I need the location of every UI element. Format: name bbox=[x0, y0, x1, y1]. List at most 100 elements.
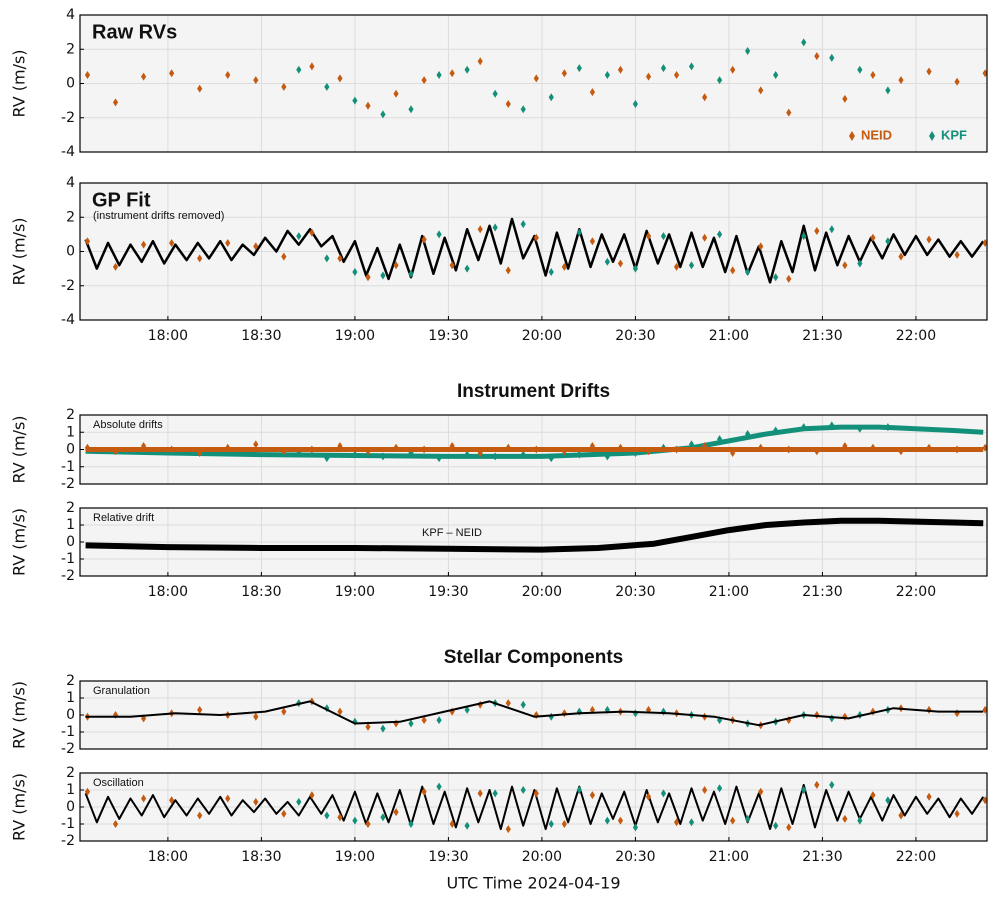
point bbox=[814, 226, 820, 235]
point bbox=[140, 240, 147, 249]
point bbox=[758, 242, 764, 251]
x-tick-label: 19:00 bbox=[335, 584, 375, 600]
point bbox=[730, 266, 736, 275]
point bbox=[885, 86, 891, 95]
plot-area bbox=[84, 421, 987, 463]
panel-label: GP Fit bbox=[92, 189, 151, 211]
y-tick-label: -1 bbox=[61, 816, 75, 832]
y-tick-label: 0 bbox=[66, 534, 75, 550]
point bbox=[464, 264, 470, 273]
point bbox=[436, 782, 442, 791]
point bbox=[324, 811, 330, 820]
x-tick-label: 21:30 bbox=[802, 584, 842, 600]
x-tick-label: 18:30 bbox=[241, 328, 281, 344]
point bbox=[814, 447, 820, 456]
point bbox=[533, 74, 539, 83]
point bbox=[225, 238, 231, 247]
point bbox=[898, 811, 904, 820]
line bbox=[85, 424, 984, 459]
plot-area bbox=[84, 217, 987, 284]
point bbox=[842, 814, 848, 823]
point bbox=[520, 450, 526, 459]
point bbox=[477, 225, 483, 234]
point bbox=[421, 787, 427, 796]
point bbox=[801, 232, 807, 241]
point bbox=[393, 808, 399, 817]
line bbox=[84, 217, 985, 284]
y-tick-label: -1 bbox=[61, 551, 75, 567]
point bbox=[520, 105, 526, 114]
point bbox=[758, 86, 764, 95]
point bbox=[253, 242, 259, 251]
point bbox=[982, 443, 987, 452]
point bbox=[492, 452, 498, 461]
point bbox=[773, 426, 779, 435]
point bbox=[197, 448, 203, 457]
point bbox=[380, 813, 386, 822]
point bbox=[576, 786, 582, 794]
x-tick-label: 18:00 bbox=[148, 584, 188, 600]
point bbox=[660, 789, 667, 798]
y-axis-label: RV (m/s) bbox=[10, 681, 29, 749]
x-tick-label: 21:30 bbox=[802, 849, 842, 865]
point bbox=[281, 82, 287, 91]
point bbox=[140, 794, 147, 803]
point bbox=[477, 448, 483, 457]
point bbox=[745, 268, 751, 277]
x-axis-label: UTC Time 2024-04-19 bbox=[446, 874, 620, 893]
point bbox=[393, 261, 399, 270]
point bbox=[464, 65, 470, 74]
point bbox=[926, 792, 932, 801]
point bbox=[673, 70, 680, 79]
y-axis-label: RV (m/s) bbox=[10, 217, 29, 285]
point bbox=[730, 65, 736, 74]
point bbox=[589, 791, 596, 800]
point bbox=[632, 264, 639, 273]
point bbox=[632, 100, 639, 109]
point bbox=[773, 273, 779, 282]
point bbox=[829, 225, 835, 234]
point bbox=[954, 77, 960, 86]
y-tick-label: -2 bbox=[61, 568, 75, 584]
point bbox=[730, 448, 736, 457]
section-title: Stellar Components bbox=[444, 647, 623, 668]
point bbox=[281, 252, 287, 261]
y-tick-label: -2 bbox=[61, 110, 75, 126]
point bbox=[492, 223, 498, 232]
point bbox=[309, 791, 315, 800]
point bbox=[112, 98, 119, 107]
point bbox=[365, 722, 371, 731]
point bbox=[324, 454, 330, 463]
y-tick-label: 2 bbox=[66, 500, 75, 516]
annotation: KPF – NEID bbox=[422, 527, 482, 539]
panel-sublabel: (instrument drifts removed) bbox=[93, 210, 224, 222]
point bbox=[421, 445, 427, 454]
point bbox=[688, 818, 695, 827]
x-tick-label: 21:00 bbox=[709, 328, 749, 344]
point bbox=[604, 257, 610, 266]
point bbox=[773, 821, 779, 830]
point bbox=[645, 792, 652, 801]
point bbox=[337, 254, 343, 263]
x-tick-label: 20:30 bbox=[615, 328, 655, 344]
plot-area bbox=[84, 697, 987, 733]
x-tick-label: 19:00 bbox=[335, 328, 375, 344]
x-tick-label: 20:00 bbox=[522, 849, 562, 865]
point bbox=[926, 67, 932, 76]
point bbox=[982, 705, 987, 714]
x-tick-label: 19:30 bbox=[428, 584, 468, 600]
point bbox=[885, 796, 891, 805]
x-tick-label: 22:00 bbox=[896, 584, 936, 600]
point bbox=[505, 699, 511, 708]
y-tick-label: 1 bbox=[66, 517, 75, 533]
point bbox=[380, 452, 386, 461]
point bbox=[408, 719, 414, 728]
y-tick-label: 2 bbox=[66, 765, 75, 781]
point bbox=[926, 443, 932, 452]
point bbox=[337, 813, 343, 822]
plot-area bbox=[85, 517, 984, 553]
y-tick-label: 2 bbox=[66, 673, 75, 689]
y-tick-label: -2 bbox=[61, 833, 75, 849]
point bbox=[576, 450, 582, 459]
